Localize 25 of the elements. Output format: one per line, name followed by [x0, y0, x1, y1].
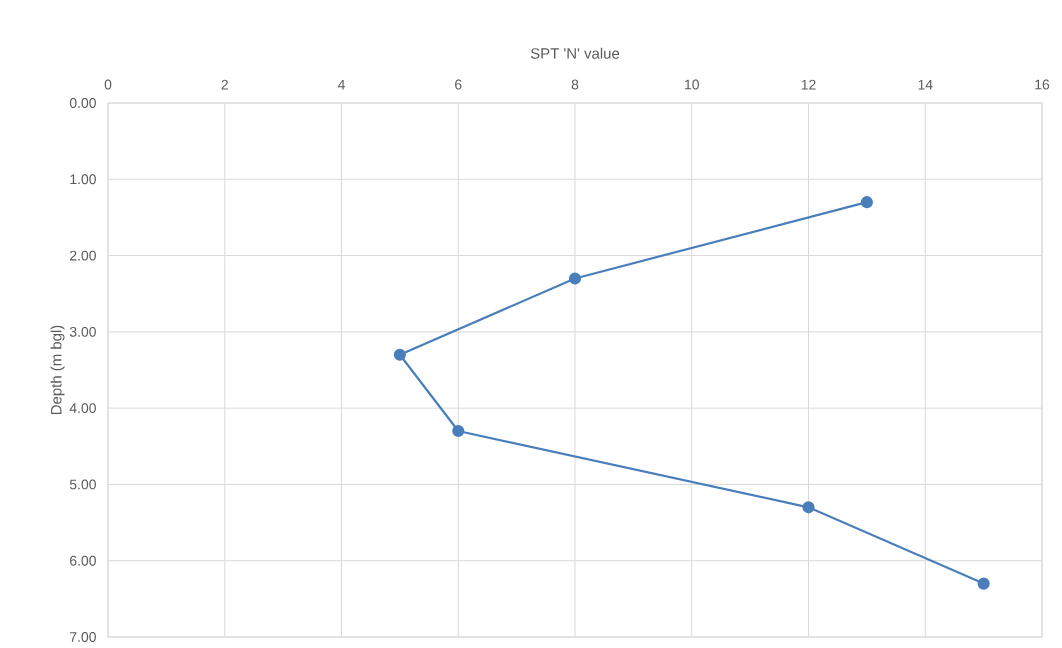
y-tick-label: 5.00 — [69, 479, 96, 490]
point — [860, 196, 873, 209]
x-tick-label: 10 — [685, 79, 699, 90]
x-tick-label: 8 — [571, 79, 579, 90]
y-axis-title: Depth (m bgl) — [50, 325, 65, 415]
point — [568, 272, 582, 285]
x-tick-label: 14 — [918, 79, 933, 90]
x-tick-label: 6 — [455, 79, 462, 90]
y-tick-label: 6.00 — [70, 555, 96, 566]
y-tick-label: 3.00 — [69, 326, 96, 337]
y-tick-label: 2.00 — [70, 250, 96, 261]
y-tick-label: 7.00 — [70, 632, 96, 642]
point — [393, 348, 406, 361]
y-tick-label: 0.00 — [69, 98, 96, 108]
point — [802, 501, 815, 514]
y-tick-label: 1.00 — [70, 174, 96, 185]
point — [452, 424, 465, 438]
y-tick-label: 4.00 — [69, 403, 96, 414]
point — [977, 577, 990, 590]
x-tick-label: 0 — [104, 79, 112, 90]
x-tick-label: 4 — [337, 79, 345, 90]
x-axis-title: SPT 'N' value — [530, 47, 620, 59]
x-tick-label: 12 — [801, 79, 816, 90]
x-tick-label: 2 — [221, 79, 228, 90]
x-tick-label: 16 — [1035, 79, 1050, 90]
